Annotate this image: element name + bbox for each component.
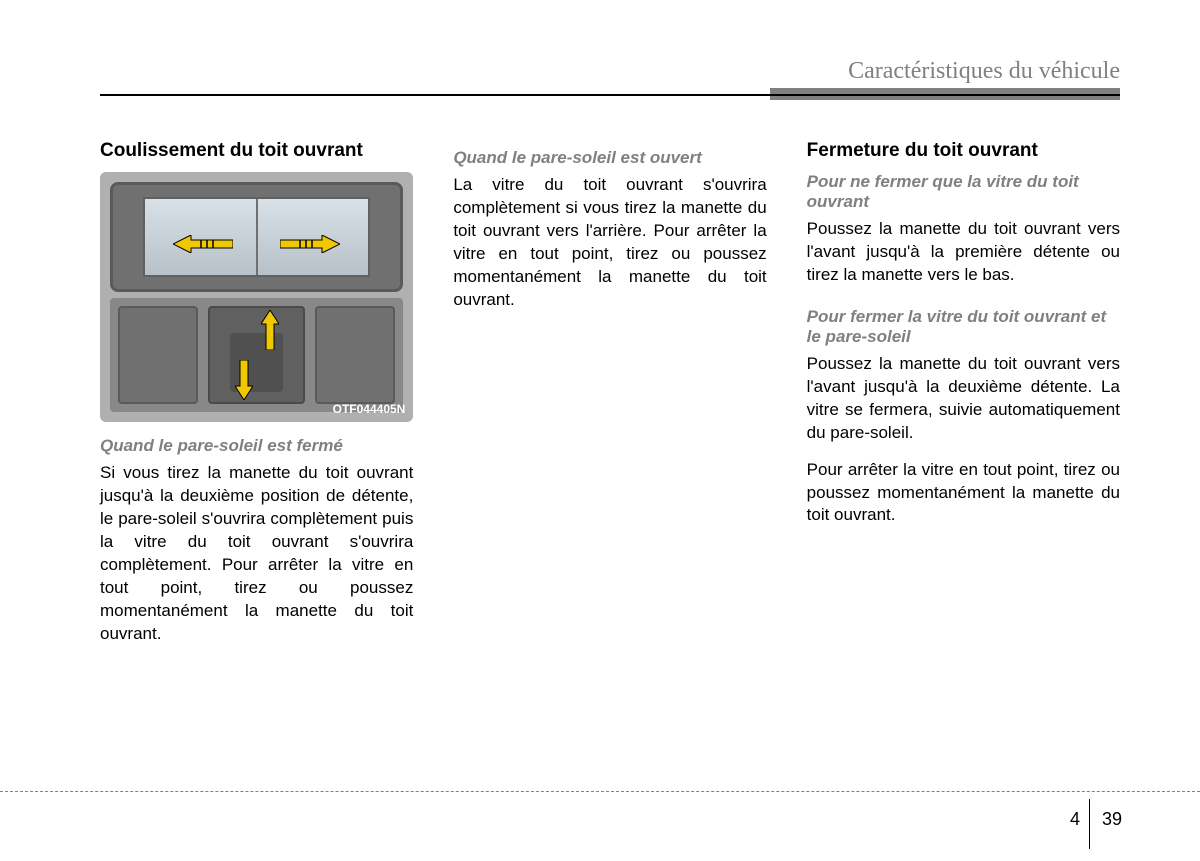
arrow-up-icon <box>261 310 279 350</box>
sunroof-figure: OTF044405N <box>100 172 413 422</box>
panel-left <box>118 306 198 404</box>
footer-divider <box>1089 799 1090 849</box>
page-footer: 4 39 <box>0 791 1200 861</box>
body-paragraph: Poussez la manette du toit ouvrant vers … <box>807 218 1120 287</box>
content-columns: Coulissement du toit ouvrant <box>100 140 1120 660</box>
body-paragraph: Si vous tirez la manette du toit ouvrant… <box>100 462 413 646</box>
body-paragraph: Poussez la manette du toit ouvrant vers … <box>807 353 1120 445</box>
arrow-right-icon <box>280 235 340 253</box>
footer-rule <box>0 791 1200 792</box>
column-1: Coulissement du toit ouvrant <box>100 140 413 660</box>
sunroof-glass-panel <box>110 182 403 292</box>
chapter-number: 4 <box>1070 809 1080 830</box>
section-title: Fermeture du toit ouvrant <box>807 140 1120 162</box>
panel-right <box>315 306 395 404</box>
body-paragraph: Pour arrêter la vitre en tout point, tir… <box>807 459 1120 528</box>
page-number: 39 <box>1102 809 1122 830</box>
section-title: Coulissement du toit ouvrant <box>100 140 413 162</box>
arrow-down-icon <box>235 360 253 400</box>
header-rule <box>100 94 1120 96</box>
sunroof-control-panel <box>110 298 403 412</box>
panel-center <box>208 306 305 404</box>
column-3: Fermeture du toit ouvrant Pour ne fermer… <box>807 140 1120 660</box>
arrow-left-icon <box>173 235 233 253</box>
subsection-title: Pour fermer la vitre du toit ouvrant et … <box>807 307 1120 347</box>
subsection-title: Quand le pare-soleil est fermé <box>100 436 413 456</box>
body-paragraph: La vitre du toit ouvrant s'ouvrira compl… <box>453 174 766 312</box>
figure-id: OTF044405N <box>333 402 406 416</box>
column-2: Quand le pare-soleil est ouvert La vitre… <box>453 140 766 660</box>
manual-page: Caractéristiques du véhicule Coulissemen… <box>0 0 1200 861</box>
chapter-title: Caractéristiques du véhicule <box>770 58 1120 91</box>
subsection-title: Pour ne fermer que la vitre du toit ouvr… <box>807 172 1120 212</box>
page-header: Caractéristiques du véhicule <box>770 58 1120 91</box>
subsection-title: Quand le pare-soleil est ouvert <box>453 148 766 168</box>
